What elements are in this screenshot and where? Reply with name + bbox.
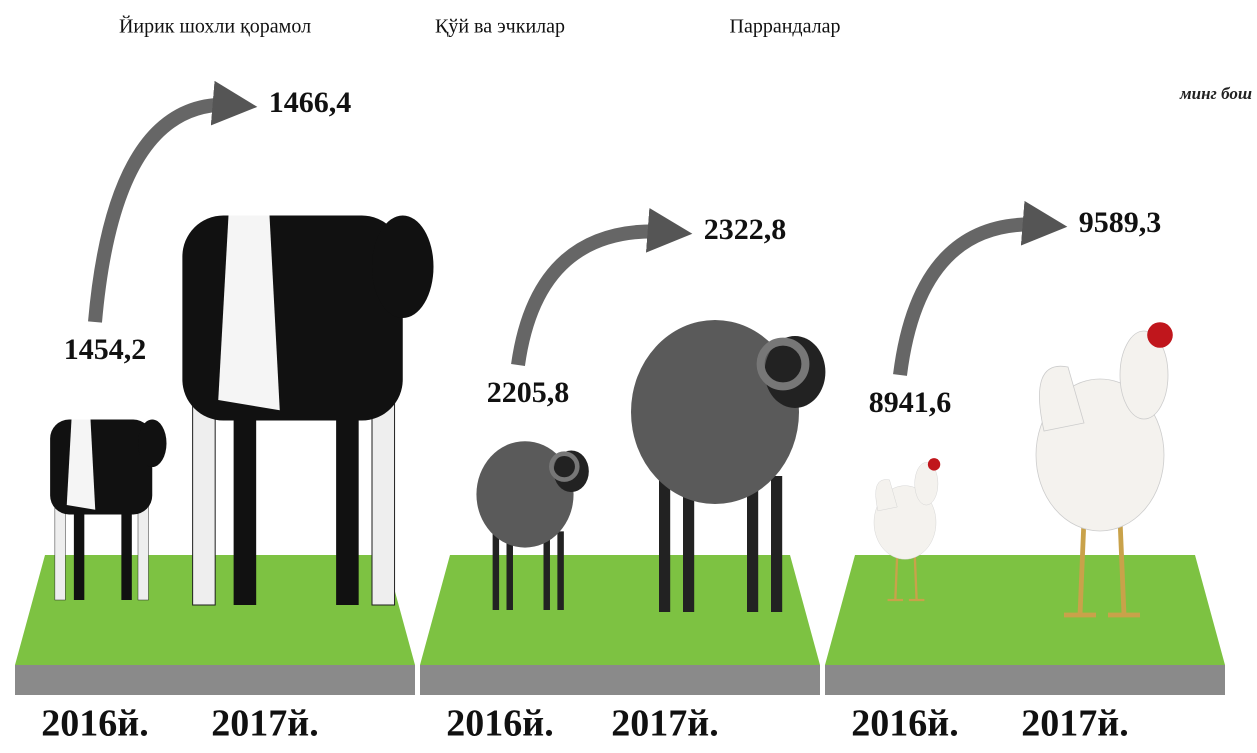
unit-label: минг бош — [1179, 84, 1252, 103]
comb — [928, 458, 940, 470]
growth-arrow — [518, 231, 670, 365]
leg — [557, 531, 563, 610]
group-title: Қўй ва эчкилар — [435, 16, 565, 38]
platform-top — [420, 555, 820, 665]
leg — [747, 476, 758, 612]
page: {"chart_data": {"type": "pictorial", "un… — [0, 0, 1257, 753]
leg — [544, 531, 550, 610]
value-label: 1454,2 — [64, 333, 147, 366]
animal — [182, 216, 433, 606]
value-label: 2322,8 — [704, 213, 787, 246]
value-label: 8941,6 — [869, 386, 952, 419]
leg — [493, 531, 499, 610]
leg — [138, 505, 148, 600]
leg — [55, 505, 65, 600]
leg — [234, 400, 257, 605]
platform-edge — [825, 665, 1225, 695]
year-label: 2016й. — [851, 703, 958, 745]
body — [50, 420, 152, 515]
infographic: минг бош Йирик шохли қорамол 1454,2 2016й.… — [0, 0, 1257, 753]
head — [138, 420, 167, 468]
year-label: 2016й. — [446, 703, 553, 745]
platform-edge — [420, 665, 820, 695]
year-label: 2017й. — [1021, 703, 1128, 745]
year-label: 2017й. — [611, 703, 718, 745]
leg — [74, 505, 84, 600]
platform-top — [825, 555, 1225, 665]
head — [372, 216, 434, 318]
tail — [876, 479, 898, 510]
value-label: 2205,8 — [487, 376, 570, 409]
leg — [121, 505, 131, 600]
body — [182, 216, 402, 421]
patch — [218, 216, 280, 411]
patch — [67, 420, 96, 510]
year-label: 2016й. — [41, 703, 148, 745]
growth-arrow — [900, 224, 1045, 375]
value-label: 1466,4 — [269, 86, 352, 119]
leg — [771, 476, 782, 612]
comb — [1147, 322, 1173, 348]
leg — [336, 400, 359, 605]
platform-edge — [15, 665, 415, 695]
group-title: Йирик шохли қорамол — [119, 15, 311, 38]
year-label: 2017й. — [211, 703, 318, 745]
leg — [193, 400, 216, 605]
leg — [659, 476, 670, 612]
group-title: Паррандалар — [730, 16, 841, 38]
leg — [372, 400, 395, 605]
tail — [1039, 366, 1084, 431]
value-label: 9589,3 — [1079, 206, 1162, 239]
